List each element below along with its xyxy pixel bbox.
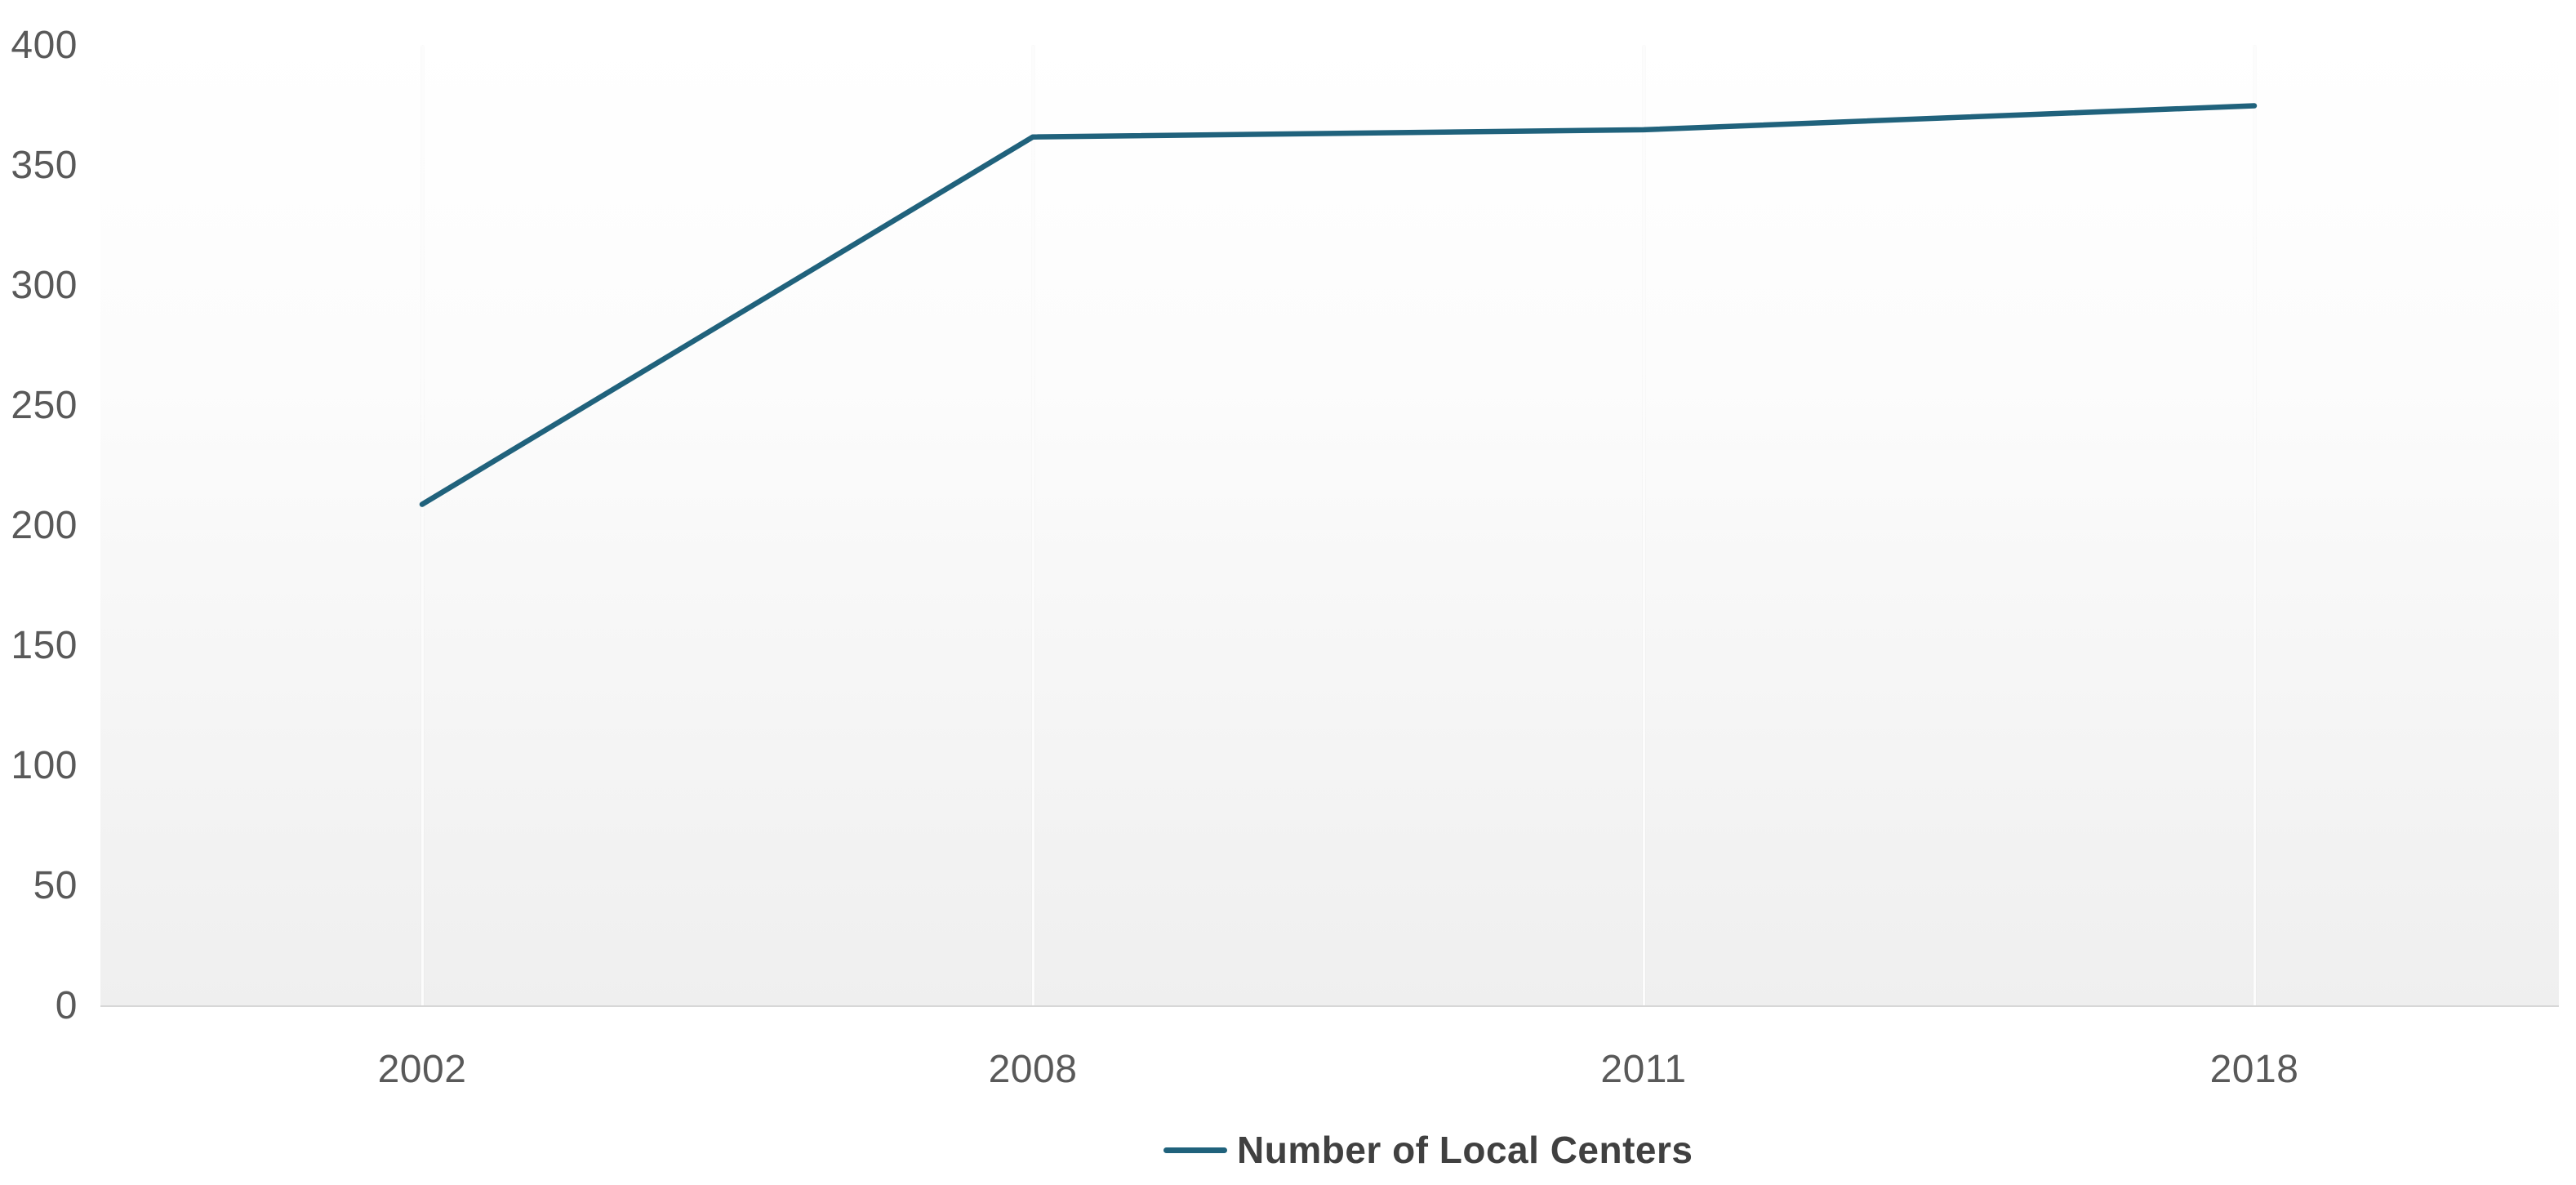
y-tick-label: 150 bbox=[11, 624, 78, 667]
y-tick-label: 100 bbox=[11, 744, 78, 787]
x-tick-label: 2011 bbox=[1600, 1048, 1687, 1091]
x-axis-line bbox=[100, 1005, 2559, 1007]
x-tick-label: 2008 bbox=[988, 1048, 1078, 1091]
plot-area bbox=[100, 33, 2559, 1006]
y-tick-label: 300 bbox=[11, 264, 78, 307]
legend-line-swatch-icon bbox=[1163, 1147, 1227, 1153]
legend-label: Number of Local Centers bbox=[1237, 1129, 1693, 1171]
x-tick-label: 2002 bbox=[377, 1048, 467, 1091]
legend: Number of Local Centers bbox=[1163, 1125, 1693, 1175]
category-gridline bbox=[2253, 46, 2256, 1006]
y-tick-label: 0 bbox=[55, 984, 78, 1027]
y-tick-label: 250 bbox=[11, 384, 78, 427]
legend-item: Number of Local Centers bbox=[1163, 1128, 1693, 1172]
y-tick-label: 50 bbox=[33, 864, 78, 907]
x-tick-label: 2018 bbox=[2209, 1048, 2299, 1091]
category-gridline bbox=[1642, 46, 1645, 1006]
category-gridline bbox=[1031, 46, 1034, 1006]
y-tick-label: 400 bbox=[11, 24, 78, 67]
y-tick-label: 350 bbox=[11, 144, 78, 187]
y-tick-label: 200 bbox=[11, 504, 78, 547]
category-gridline bbox=[420, 46, 424, 1006]
